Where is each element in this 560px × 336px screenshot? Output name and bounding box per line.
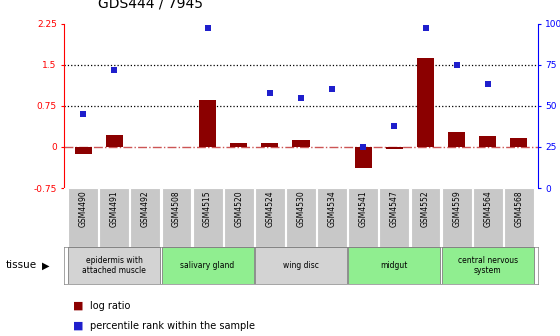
Bar xyxy=(193,188,222,247)
Bar xyxy=(68,247,160,284)
Bar xyxy=(504,188,534,247)
Bar xyxy=(317,188,347,247)
Text: GSM4491: GSM4491 xyxy=(110,190,119,226)
Bar xyxy=(380,188,409,247)
Text: GSM4508: GSM4508 xyxy=(172,190,181,226)
Text: salivary gland: salivary gland xyxy=(180,261,235,270)
Bar xyxy=(292,140,310,147)
Text: GSM4530: GSM4530 xyxy=(296,190,306,227)
Text: percentile rank within the sample: percentile rank within the sample xyxy=(90,321,255,331)
Text: ▶: ▶ xyxy=(42,260,49,270)
Text: GSM4524: GSM4524 xyxy=(265,190,274,226)
Bar xyxy=(417,58,434,147)
Bar xyxy=(224,188,254,247)
Bar xyxy=(386,147,403,149)
Bar xyxy=(410,188,441,247)
Bar xyxy=(68,188,98,247)
Bar xyxy=(286,188,316,247)
Text: central nervous
system: central nervous system xyxy=(458,256,518,275)
Text: ■: ■ xyxy=(73,301,83,311)
Text: GSM4552: GSM4552 xyxy=(421,190,430,226)
Bar xyxy=(106,135,123,147)
Bar xyxy=(348,188,378,247)
Text: GSM4541: GSM4541 xyxy=(359,190,368,226)
Text: GSM4547: GSM4547 xyxy=(390,190,399,227)
Bar xyxy=(161,247,254,284)
Bar xyxy=(255,188,285,247)
Bar xyxy=(74,147,92,154)
Bar xyxy=(354,147,372,168)
Bar xyxy=(99,188,129,247)
Bar xyxy=(161,188,192,247)
Text: GSM4515: GSM4515 xyxy=(203,190,212,226)
Bar xyxy=(473,188,503,247)
Bar xyxy=(255,247,347,284)
Bar xyxy=(262,143,278,147)
Text: GSM4490: GSM4490 xyxy=(78,190,87,227)
Text: GSM4520: GSM4520 xyxy=(234,190,243,226)
Bar xyxy=(130,188,160,247)
Text: tissue: tissue xyxy=(6,260,37,270)
Text: GSM4564: GSM4564 xyxy=(483,190,492,227)
Bar xyxy=(448,132,465,147)
Bar xyxy=(442,188,472,247)
Text: GDS444 / 7945: GDS444 / 7945 xyxy=(98,0,203,10)
Text: GSM4559: GSM4559 xyxy=(452,190,461,227)
Bar xyxy=(230,143,248,147)
Bar xyxy=(348,247,441,284)
Text: ■: ■ xyxy=(73,321,83,331)
Text: midgut: midgut xyxy=(381,261,408,270)
Bar xyxy=(199,100,216,147)
Text: log ratio: log ratio xyxy=(90,301,130,311)
Text: wing disc: wing disc xyxy=(283,261,319,270)
Text: GSM4492: GSM4492 xyxy=(141,190,150,226)
Text: GSM4568: GSM4568 xyxy=(515,190,524,226)
Bar xyxy=(510,138,528,147)
Bar xyxy=(479,136,496,147)
Text: epidermis with
attached muscle: epidermis with attached muscle xyxy=(82,256,146,275)
Bar xyxy=(442,247,534,284)
Text: GSM4534: GSM4534 xyxy=(328,190,337,227)
